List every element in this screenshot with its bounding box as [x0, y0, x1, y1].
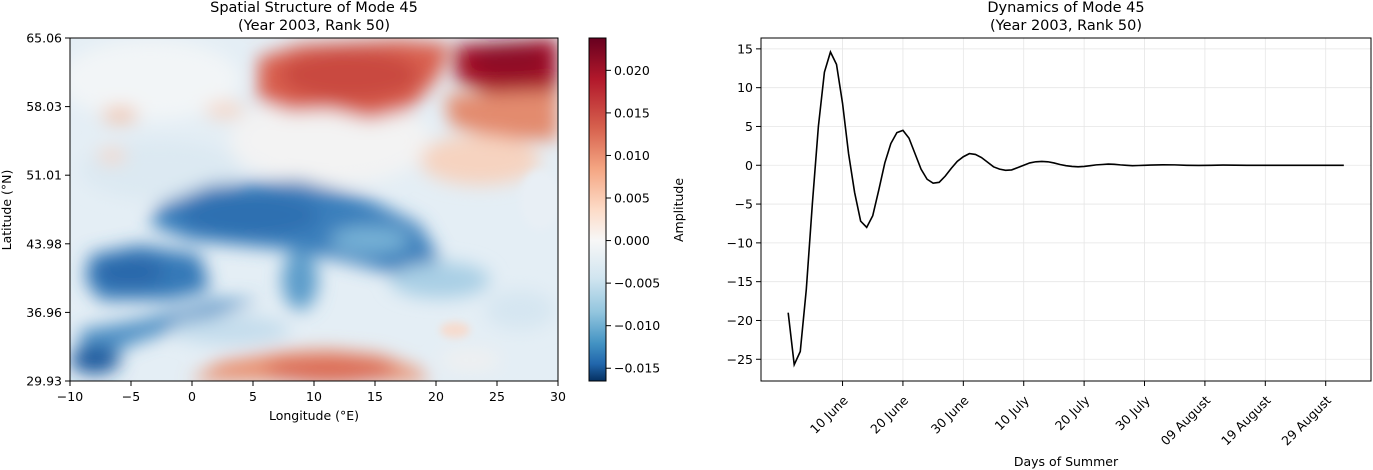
colorbar-ticks: 0.020 0.015 0.010 0.005 0.000 −0.005 −0.010 −0.…: [606, 63, 660, 376]
heatmap-y-tick-label: 65.06: [26, 31, 62, 46]
line-y-tick-label: −25: [727, 352, 753, 367]
colorbar-tick-label: −0.015: [614, 361, 660, 376]
line-x-tick-label: 30 June: [928, 392, 972, 436]
line-x-tick-label: 10 July: [991, 392, 1032, 433]
spatial-panel: Spatial Structure of Mode 45 (Year 2003,…: [0, 0, 686, 423]
line-y-tick-label: 15: [737, 41, 753, 56]
line-y-tick-label: 5: [745, 119, 753, 134]
colorbar-label: Amplitude: [671, 178, 686, 242]
line-grid: [761, 38, 1371, 381]
line-x-tick-label: 19 August: [1218, 393, 1274, 449]
heatmap-y-tick-label: 43.98: [26, 236, 62, 251]
line-x-tick-label: 20 July: [1052, 392, 1093, 433]
heatmap-y-tick-label: 51.01: [26, 168, 62, 183]
heatmap-y-ticks: 65.06 58.03 51.01 43.98 36.96 29.93: [26, 31, 70, 389]
line-x-label: Days of Summer: [1014, 454, 1119, 469]
line-y-tick-label: −15: [727, 274, 753, 289]
colorbar-tick-label: −0.005: [614, 276, 660, 291]
spatial-title: Spatial Structure of Mode 45: [210, 0, 418, 16]
line-x-tick-label: 10 June: [807, 392, 851, 436]
line-x-tick-label: 30 July: [1112, 392, 1153, 433]
heatmap-x-tick-label: 10: [306, 389, 322, 404]
heatmap: [70, 38, 558, 381]
dynamics-title: Dynamics of Mode 45: [987, 0, 1144, 16]
line-y-tick-label: 10: [737, 80, 753, 95]
colorbar-tick-label: 0.015: [614, 105, 650, 120]
line-x-ticks: 10 June 20 June 30 June 10 July 20 July 30 Ju…: [807, 381, 1334, 448]
heatmap-x-tick-label: 20: [428, 389, 444, 404]
colorbar-tick-label: 0.020: [614, 63, 650, 78]
colorbar-tick-label: 0.010: [614, 148, 650, 163]
heatmap-y-tick-label: 36.96: [26, 305, 62, 320]
colorbar-tick-label: 0.005: [614, 191, 650, 206]
line-y-tick-label: −10: [727, 235, 753, 250]
line-y-tick-label: 0: [745, 158, 753, 173]
line-y-ticks: 15 10 5 0 −5 −10 −15 −20 −25: [727, 41, 761, 367]
line-x-tick-label: 09 August: [1158, 393, 1214, 449]
heatmap-x-label: Longitude (°E): [269, 408, 359, 423]
line-y-tick-label: −20: [727, 313, 753, 328]
colorbar-tick-label: −0.010: [614, 318, 660, 333]
line-y-tick-label: −5: [735, 197, 753, 212]
heatmap-x-ticks: −10 −5 0 5 10 15 20 25 30: [57, 381, 566, 404]
heatmap-y-label: Latitude (°N): [0, 170, 14, 251]
heatmap-x-tick-label: −10: [57, 389, 83, 404]
dynamics-panel: Dynamics of Mode 45 (Year 2003, Rank 50)…: [727, 0, 1372, 469]
heatmap-x-tick-label: −5: [122, 389, 140, 404]
line-x-tick-label: 20 June: [867, 392, 911, 436]
line-x-tick-label: 29 August: [1278, 393, 1334, 449]
heatmap-y-tick-label: 29.93: [26, 374, 62, 389]
heatmap-x-tick-label: 25: [489, 389, 505, 404]
heatmap-x-tick-label: 15: [367, 389, 383, 404]
dynamics-subtitle: (Year 2003, Rank 50): [990, 18, 1142, 34]
colorbar: 0.020 0.015 0.010 0.005 0.000 −0.005 −0.010 −0.…: [588, 37, 686, 382]
colorbar-tick-label: 0.000: [614, 233, 650, 248]
dynamics-series-line: [787, 49, 1344, 368]
heatmap-x-tick-label: 5: [249, 389, 257, 404]
heatmap-x-tick-label: 30: [550, 389, 566, 404]
heatmap-x-tick-label: 0: [188, 389, 196, 404]
line-plot-frame: [760, 37, 1372, 382]
heatmap-y-tick-label: 58.03: [26, 99, 62, 114]
spatial-subtitle: (Year 2003, Rank 50): [238, 18, 390, 34]
